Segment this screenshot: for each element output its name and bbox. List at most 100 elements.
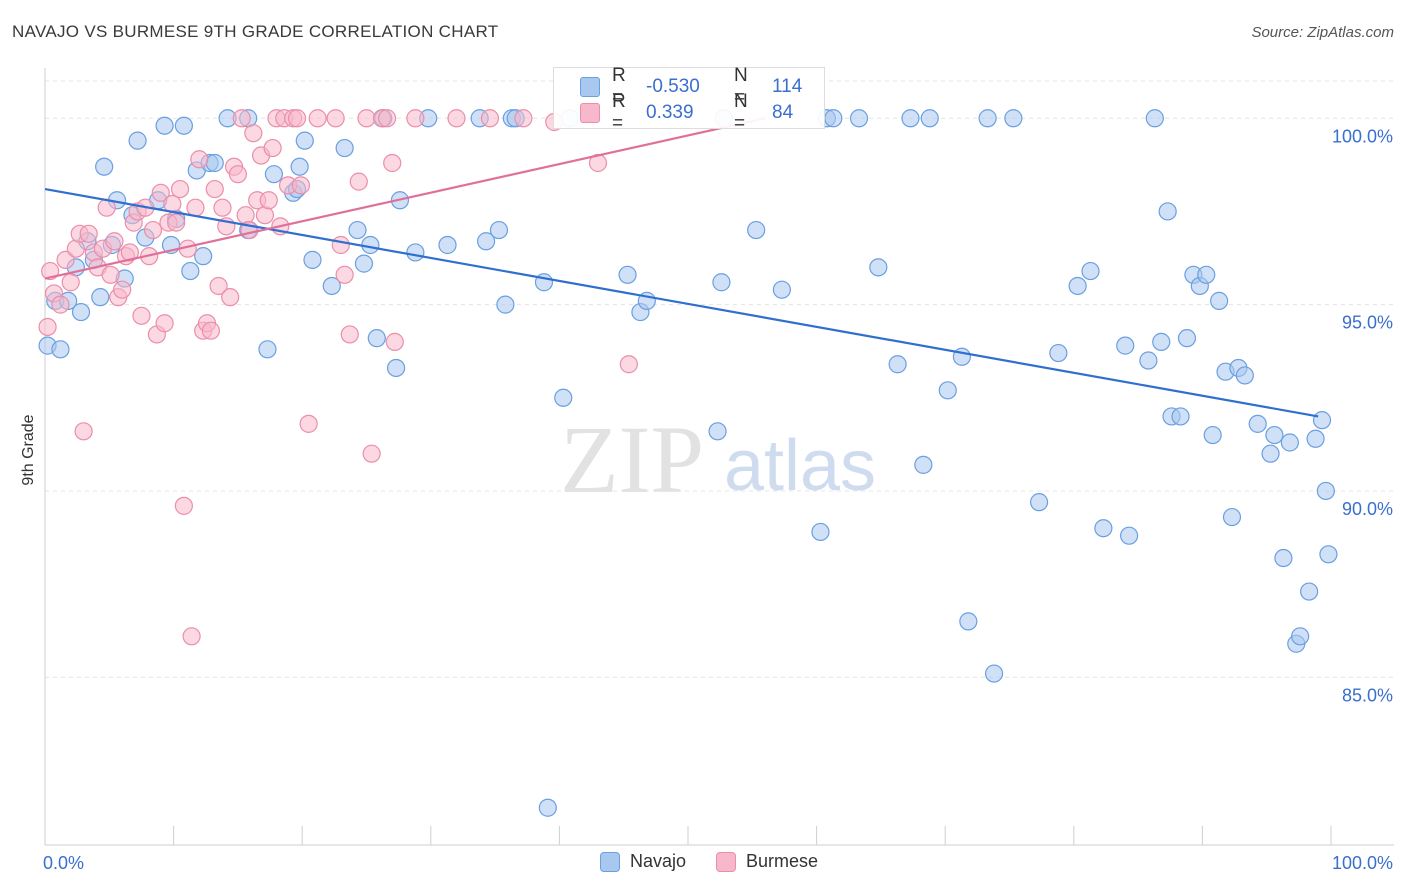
burmese-point-17	[113, 280, 132, 299]
burmese-point-49	[236, 206, 255, 225]
burmese-point-28	[155, 314, 174, 333]
navajo-point-84	[1094, 519, 1113, 538]
watermark-zip: ZIP	[560, 406, 704, 513]
navajo-swatch	[580, 77, 600, 97]
burmese-points	[38, 109, 638, 646]
burmese-point-40	[201, 321, 220, 340]
navajo-point-107	[1280, 433, 1299, 452]
navajo-point-115	[538, 798, 557, 817]
burmese-point-54	[255, 206, 275, 225]
burmese-point-71	[357, 109, 376, 128]
navajo-point-33	[290, 157, 309, 176]
burmese-point-79	[480, 109, 500, 128]
burmese-point-42	[209, 276, 228, 296]
navajo-point-103	[1248, 414, 1267, 433]
navajo-point-106	[1274, 548, 1293, 568]
navajo-point-23	[194, 247, 213, 266]
burmese-point-69	[340, 325, 359, 344]
navajo-point-43	[386, 358, 406, 378]
burmese-point-83	[619, 355, 638, 374]
burmese-swatch	[580, 103, 600, 123]
burmese-point-36	[186, 198, 205, 217]
navajo-point-37	[335, 138, 354, 158]
navajo-point-71	[901, 109, 920, 128]
burmese-point-63	[291, 176, 311, 195]
navajo-point-69	[869, 258, 888, 277]
navajo-point-38	[348, 220, 367, 240]
navajo-point-79	[1004, 109, 1023, 128]
burmese-point-25	[143, 220, 163, 240]
burmese-point-9	[79, 224, 98, 243]
navajo-point-73	[920, 109, 939, 128]
burmese-point-14	[101, 265, 120, 284]
navajo-point-72	[914, 455, 933, 474]
burmese-r-value: 0.339	[646, 102, 694, 123]
burmese-point-76	[385, 332, 404, 351]
y-axis-label: 9th Grade	[20, 414, 37, 485]
navajo-point-61	[712, 273, 731, 292]
burmese-point-22	[132, 306, 151, 325]
burmese-point-74	[377, 109, 397, 128]
navajo-r-value: -0.530	[646, 76, 700, 97]
navajo-point-77	[978, 109, 997, 128]
navajo-point-35	[303, 250, 322, 269]
y-tick-label-3: 100.0%	[1332, 126, 1393, 146]
navajo-point-39	[354, 254, 374, 273]
navajo-point-83	[1081, 261, 1100, 281]
watermark: ZIP atlas	[560, 406, 876, 513]
navajo-point-76	[959, 612, 978, 631]
grid-lines	[45, 80, 1394, 678]
navajo-point-80	[1029, 493, 1049, 512]
burmese-n-label: N =	[734, 91, 748, 134]
y-tick-label-2: 95.0%	[1342, 313, 1393, 333]
navajo-point-30	[264, 165, 284, 184]
burmese-point-0	[38, 317, 57, 337]
burmese-point-68	[335, 265, 354, 284]
navajo-point-64	[772, 280, 791, 299]
burmese-point-41	[205, 179, 224, 199]
y-tick-label-1: 90.0%	[1342, 499, 1393, 519]
burmese-point-51	[244, 124, 263, 143]
legend-item-burmese[interactable]: Burmese	[716, 851, 818, 872]
navajo-point-112	[1312, 411, 1332, 430]
navajo-point-51	[496, 295, 515, 314]
navajo-point-86	[1119, 526, 1139, 545]
navajo-point-49	[476, 232, 496, 251]
burmese-point-65	[308, 109, 327, 128]
axes	[44, 68, 1394, 846]
burmese-point-47	[228, 165, 247, 184]
legend-label-burmese: Burmese	[746, 851, 819, 871]
x-tick-label-0: 0.0%	[43, 853, 84, 873]
burmese-point-35	[182, 627, 201, 646]
navajo-point-21	[181, 261, 200, 281]
burmese-n-value: 84	[772, 102, 794, 123]
trend-lines	[44, 117, 1319, 418]
navajo-point-102	[1235, 366, 1254, 385]
legend-item-navajo[interactable]: Navajo	[600, 851, 686, 872]
stats-legend: R = -0.530 N = 114 R = 0.339 N = 84	[553, 65, 825, 134]
navajo-point-113	[1316, 481, 1335, 501]
navajo-point-92	[1171, 407, 1190, 426]
burmese-point-5	[61, 273, 80, 292]
navajo-point-105	[1265, 425, 1284, 445]
burmese-point-3	[51, 295, 70, 314]
navajo-point-63	[747, 220, 766, 240]
navajo-trend-line	[44, 187, 1319, 418]
navajo-point-57	[618, 265, 637, 284]
burmese-point-66	[326, 109, 345, 128]
burmese-point-4	[56, 250, 75, 269]
navajo-point-60	[708, 422, 727, 441]
navajo-point-96	[1197, 265, 1216, 284]
navajo-point-20	[174, 116, 193, 135]
navajo-point-70	[888, 355, 907, 374]
navajo-point-93	[1177, 329, 1197, 348]
legend-label-navajo: Navajo	[630, 851, 687, 871]
navajo-r-label: R =	[612, 65, 626, 108]
burmese-point-70	[349, 172, 368, 191]
navajo-point-40	[361, 235, 380, 255]
burmese-point-55	[259, 191, 278, 210]
navajo-point-114	[1319, 545, 1338, 564]
navajo-point-88	[1145, 109, 1164, 128]
y-tick-label-0: 85.0%	[1342, 685, 1393, 705]
